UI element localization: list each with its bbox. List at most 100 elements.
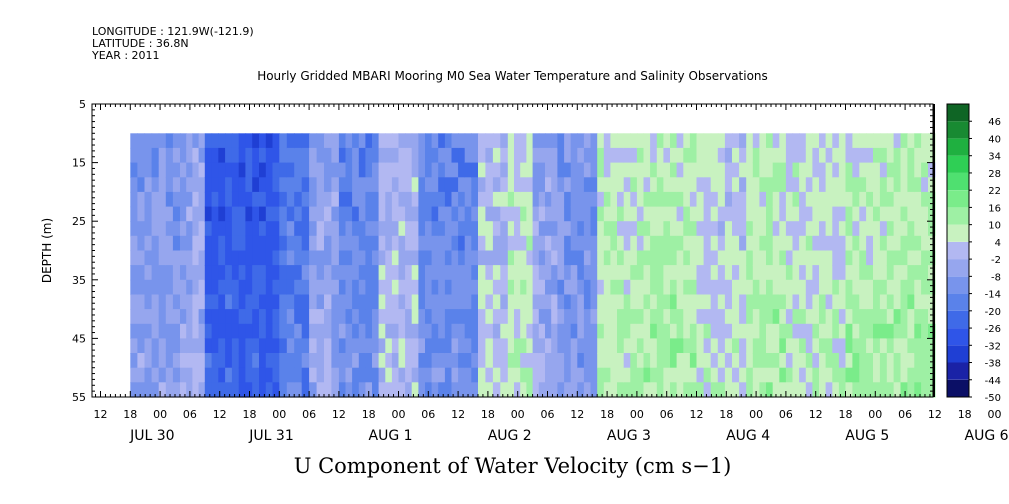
- velocity-cell: [137, 323, 146, 339]
- velocity-cell: [425, 133, 433, 149]
- velocity-cell: [663, 147, 671, 164]
- velocity-cell: [739, 382, 747, 398]
- velocity-cell: [180, 221, 187, 237]
- velocity-cell: [873, 235, 881, 252]
- velocity-cell: [507, 353, 515, 369]
- velocity-cell: [352, 191, 360, 208]
- velocity-cell: [724, 294, 733, 310]
- velocity-cell: [852, 177, 860, 193]
- velocity-cell: [879, 235, 888, 252]
- y-tick-label: 25: [72, 215, 86, 228]
- velocity-cell: [365, 367, 373, 383]
- velocity-cell: [610, 338, 618, 354]
- velocity-cell: [301, 279, 310, 296]
- velocity-cell: [492, 191, 501, 208]
- year-label: YEAR : 2011: [92, 49, 160, 62]
- velocity-cell: [186, 353, 193, 369]
- velocity-cell: [570, 294, 578, 310]
- velocity-cell: [451, 323, 459, 339]
- velocity-cell: [520, 367, 527, 383]
- velocity-cell: [772, 353, 780, 369]
- velocity-cell: [526, 309, 534, 325]
- velocity-cell: [689, 235, 698, 252]
- velocity-cell: [570, 382, 578, 398]
- velocity-cell: [577, 250, 585, 266]
- colorbar-swatch: [947, 345, 969, 363]
- velocity-cell: [610, 279, 618, 296]
- velocity-cell: [907, 338, 915, 354]
- velocity-cell: [683, 279, 691, 296]
- velocity-cell: [859, 221, 867, 237]
- velocity-cell: [225, 338, 233, 354]
- velocity-cell: [418, 294, 426, 310]
- velocity-cell: [130, 265, 138, 281]
- velocity-cell: [838, 177, 847, 193]
- velocity-cell: [792, 250, 800, 266]
- velocity-cell: [520, 338, 527, 354]
- velocity-cell: [670, 221, 678, 237]
- velocity-cell: [211, 294, 219, 310]
- velocity-cell: [458, 323, 466, 339]
- velocity-cell: [914, 250, 922, 266]
- velocity-cell: [211, 250, 219, 266]
- velocity-cell: [670, 162, 678, 178]
- velocity-cell: [845, 162, 853, 178]
- velocity-cell: [398, 323, 406, 339]
- velocity-cell: [365, 353, 373, 369]
- velocity-cell: [650, 206, 658, 222]
- velocity-cell: [900, 221, 908, 237]
- velocity-cell: [717, 353, 726, 369]
- velocity-cell: [832, 191, 840, 208]
- velocity-cell: [838, 309, 847, 325]
- velocity-cell: [812, 309, 820, 325]
- velocity-cell: [192, 250, 200, 266]
- velocity-cell: [577, 294, 585, 310]
- velocity-cell: [538, 294, 546, 310]
- velocity-cell: [772, 206, 780, 222]
- velocity-cell: [526, 323, 534, 339]
- velocity-cell: [438, 162, 446, 178]
- velocity-cell: [225, 353, 233, 369]
- velocity-cell: [372, 338, 380, 354]
- velocity-cell: [564, 353, 572, 369]
- velocity-cell: [724, 382, 733, 398]
- x-tick-label: 18: [481, 408, 495, 421]
- velocity-cell: [301, 309, 310, 325]
- velocity-cell: [845, 133, 853, 149]
- velocity-cell: [458, 235, 466, 252]
- velocity-cell: [425, 309, 433, 325]
- velocity-cell: [231, 279, 240, 296]
- velocity-cell: [590, 367, 598, 383]
- velocity-cell: [492, 338, 501, 354]
- velocity-cell: [316, 147, 325, 164]
- velocity-cell: [838, 382, 847, 398]
- location-header: LONGITUDE : 121.9W(-121.9) LATITUDE : 36…: [92, 26, 254, 62]
- velocity-cell: [583, 309, 592, 325]
- velocity-cell: [245, 367, 253, 383]
- velocity-cell: [819, 221, 827, 237]
- velocity-cell: [514, 250, 521, 266]
- velocity-cell: [186, 133, 193, 149]
- velocity-cell: [921, 382, 929, 398]
- velocity-cell: [151, 353, 160, 369]
- velocity-cell: [710, 133, 719, 149]
- velocity-cell: [879, 353, 888, 369]
- velocity-cell: [316, 353, 325, 369]
- velocity-cell: [557, 294, 565, 310]
- velocity-cell: [418, 353, 426, 369]
- velocity-cell: [779, 367, 787, 383]
- velocity-cell: [732, 338, 740, 354]
- velocity-cell: [545, 367, 552, 383]
- velocity-cell: [538, 338, 546, 354]
- velocity-cell: [812, 338, 820, 354]
- velocity-cell: [852, 382, 860, 398]
- velocity-cell: [378, 221, 386, 237]
- velocity-cell: [301, 133, 310, 149]
- velocity-cell: [663, 191, 671, 208]
- velocity-cell: [478, 338, 487, 354]
- velocity-cell: [198, 279, 206, 296]
- velocity-cell: [893, 323, 902, 339]
- velocity-cell: [928, 191, 936, 208]
- velocity-cell: [746, 235, 754, 252]
- velocity-cell: [866, 367, 874, 383]
